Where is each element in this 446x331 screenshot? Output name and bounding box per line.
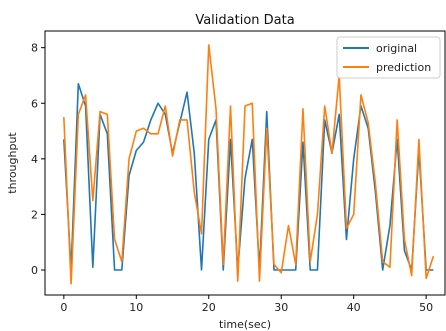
x-axis: 0 10 20 30 40 50: [60, 295, 433, 314]
chart-title: Validation Data: [195, 13, 294, 28]
x-tick-label: 10: [129, 301, 143, 314]
plot-frame: [44, 30, 446, 296]
y-tick-label: 0: [31, 264, 38, 277]
legend: original prediction: [336, 36, 441, 79]
y-tick-label: 2: [31, 208, 38, 221]
x-tick-label: 30: [274, 301, 288, 314]
series-line-prediction: [63, 44, 435, 285]
legend-label-prediction: prediction: [376, 61, 431, 74]
x-tick-label: 0: [60, 301, 67, 314]
y-axis-label: throughput: [6, 132, 19, 194]
x-tick-label: 40: [347, 301, 361, 314]
y-tick-label: 4: [31, 153, 38, 166]
x-axis-label: time(sec): [219, 318, 271, 331]
series-line-original: [63, 83, 434, 271]
y-tick-label: 6: [31, 97, 38, 110]
series-layer: [63, 44, 435, 285]
y-axis: 0 2 4 6 8: [31, 42, 45, 277]
y-tick-label: 8: [31, 42, 38, 55]
x-tick-label: 50: [419, 301, 433, 314]
x-tick-label: 20: [202, 301, 216, 314]
legend-label-original: original: [376, 42, 417, 55]
